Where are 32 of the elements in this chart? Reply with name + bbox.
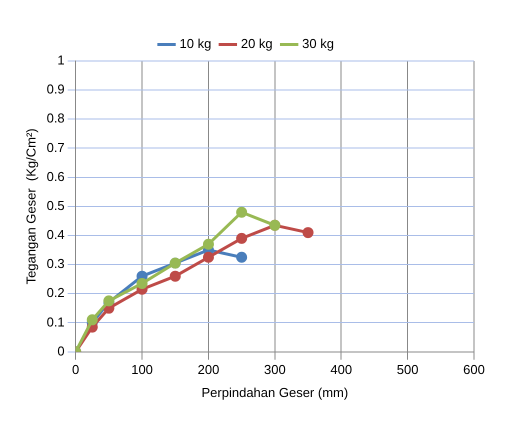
y-tick-label: 0.6: [46, 168, 65, 184]
point: [236, 206, 248, 218]
x-tick-label: 400: [330, 362, 352, 378]
y-tick-label: 0.3: [46, 256, 65, 272]
x-tick-label: 200: [198, 362, 220, 378]
point: [236, 252, 248, 263]
point: [86, 314, 98, 326]
point: [236, 232, 248, 244]
point: [202, 252, 214, 263]
legend-label: 30 kg: [302, 36, 334, 52]
y-tick-label: 0.9: [46, 82, 65, 97]
y-tick-label: 0.2: [46, 285, 65, 300]
y-tick-label: 0.1: [46, 314, 65, 330]
y-tick-label: 0.4: [46, 227, 65, 242]
y-tick-label: 0: [57, 343, 65, 358]
legend-label: 10 kg: [180, 36, 212, 52]
y-tick-label: 0.8: [46, 110, 65, 126]
y-tick-label: 0.7: [46, 140, 65, 155]
x-tick-label: 100: [131, 362, 153, 378]
x-tick-label: 500: [396, 362, 418, 378]
x-tick-label: 300: [264, 362, 286, 378]
x-tick-label: 600: [463, 362, 485, 378]
x-axis-title: Perpindahan Geser (mm): [202, 384, 348, 400]
y-tick-label: 1: [57, 52, 65, 68]
legend-label: 20 kg: [240, 36, 273, 52]
point: [202, 238, 214, 250]
y-axis-title: Tegangan Geser (Kg/Cm²): [23, 128, 38, 284]
y-tick-label: 0.5: [46, 198, 65, 213]
point: [136, 278, 148, 289]
point: [302, 227, 314, 238]
point: [170, 270, 181, 282]
x-tick-label: 0: [72, 362, 80, 378]
